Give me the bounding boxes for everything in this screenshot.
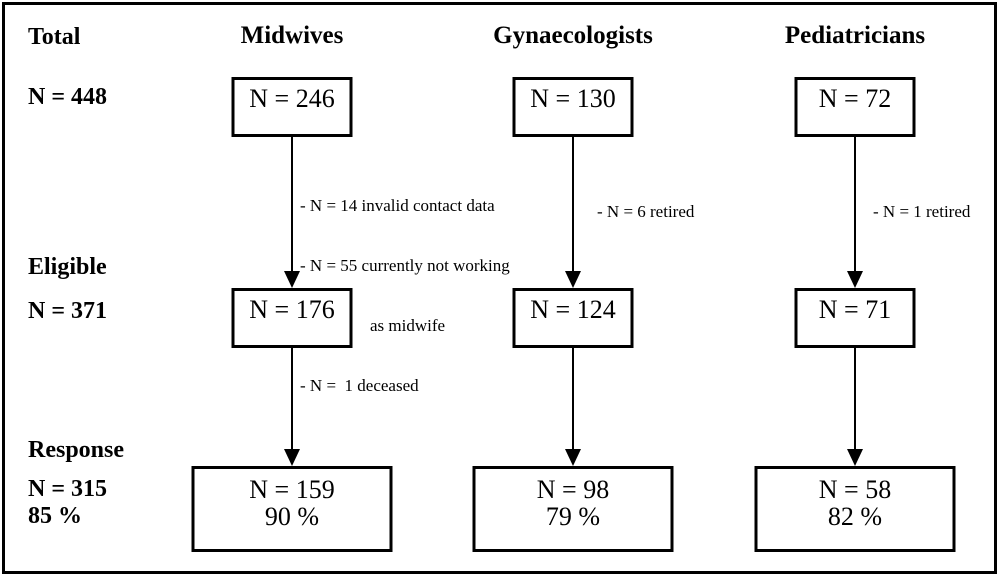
box-gynaecologists-response-n: N = 98 xyxy=(536,475,610,504)
arrow-shaft xyxy=(291,137,293,272)
arrow-head-icon xyxy=(284,449,300,466)
arrow-head-icon xyxy=(565,271,581,288)
stage-eligible-n: N = 371 xyxy=(28,298,108,324)
note-midwives-exclusions: - N = 14 invalid contact data - N = 55 c… xyxy=(300,156,510,436)
arrow-shaft xyxy=(291,348,293,450)
exclusion-line: - N = 55 currently not working xyxy=(300,256,510,275)
box-gynaecologists-response-pct: 79 % xyxy=(545,502,601,531)
box-gynaecologists-total: N = 130 xyxy=(512,77,634,137)
exclusion-line: as midwife xyxy=(370,316,446,335)
box-pediatricians-total: N = 72 xyxy=(794,77,916,137)
arrow-shaft xyxy=(572,137,574,272)
box-pediatricians-response-pct: 82 % xyxy=(827,502,883,531)
stage-response-pct: 85 % xyxy=(28,503,82,529)
box-gynaecologists-eligible-n: N = 124 xyxy=(530,295,616,324)
exclusion-line: - N = 1 deceased xyxy=(300,376,419,395)
stage-label-response: Response xyxy=(28,437,125,463)
box-gynaecologists-total-n: N = 130 xyxy=(530,84,616,113)
arrow-head-icon xyxy=(565,449,581,466)
stage-label-eligible: Eligible xyxy=(28,254,107,280)
box-pediatricians-response: N = 58 82 % xyxy=(754,466,956,552)
arrow-head-icon xyxy=(847,449,863,466)
exclusion-line: - N = 1 retired xyxy=(873,202,971,221)
note-gynaecologists-exclusions: - N = 6 retired xyxy=(597,162,694,262)
box-midwives-eligible: N = 176 xyxy=(231,288,353,348)
arrow-shaft xyxy=(854,137,856,272)
box-pediatricians-eligible-n: N = 71 xyxy=(818,295,892,324)
box-pediatricians-total-n: N = 72 xyxy=(818,84,892,113)
stage-total-n: N = 448 xyxy=(28,84,108,110)
exclusion-line: - N = 14 invalid contact data xyxy=(300,196,495,215)
box-midwives-response-pct: 90 % xyxy=(264,502,320,531)
box-pediatricians-eligible: N = 71 xyxy=(794,288,916,348)
stage-response-n: N = 315 xyxy=(28,476,108,502)
box-midwives-response-n: N = 159 xyxy=(249,475,335,504)
arrow-shaft xyxy=(572,348,574,450)
box-midwives-total-n: N = 246 xyxy=(249,84,335,113)
column-header-midwives: Midwives xyxy=(240,22,344,49)
column-header-gynaecologists: Gynaecologists xyxy=(493,22,653,49)
box-midwives-total: N = 246 xyxy=(231,77,353,137)
stage-label-total: Total xyxy=(28,24,81,50)
note-pediatricians-exclusions: - N = 1 retired xyxy=(873,162,970,262)
box-gynaecologists-response: N = 98 79 % xyxy=(472,466,674,552)
box-gynaecologists-eligible: N = 124 xyxy=(512,288,634,348)
box-pediatricians-response-n: N = 58 xyxy=(818,475,892,504)
arrow-head-icon xyxy=(284,271,300,288)
box-midwives-eligible-n: N = 176 xyxy=(249,295,335,324)
exclusion-line: - N = 6 retired xyxy=(597,202,695,221)
arrow-shaft xyxy=(854,348,856,450)
arrow-head-icon xyxy=(847,271,863,288)
box-midwives-response: N = 159 90 % xyxy=(191,466,393,552)
column-header-pediatricians: Pediatricians xyxy=(784,22,926,49)
